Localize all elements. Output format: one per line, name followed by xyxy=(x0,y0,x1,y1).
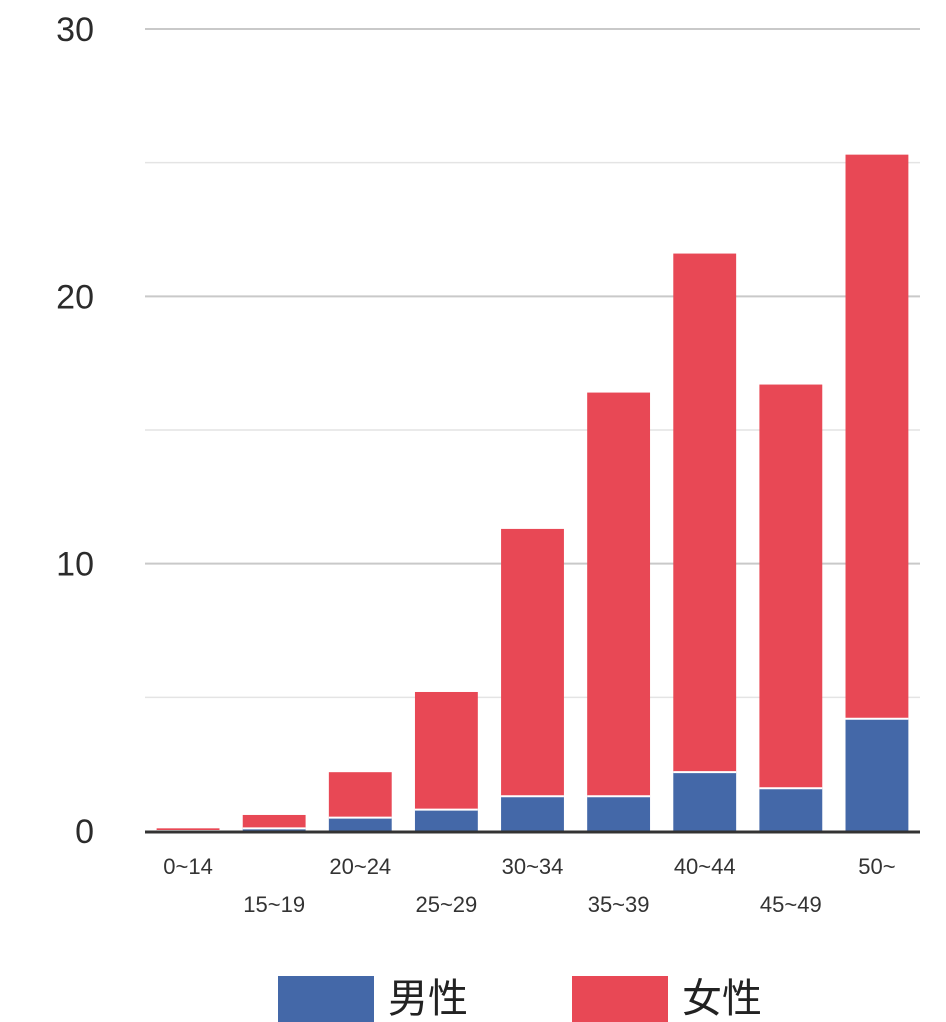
bar-segment-female xyxy=(759,384,823,789)
y-tick-label: 10 xyxy=(56,546,94,584)
legend: 男性 女性 xyxy=(0,976,946,1022)
bar-segment-male xyxy=(759,788,823,831)
legend-swatch-male xyxy=(278,976,374,1022)
gridlines xyxy=(145,28,920,699)
bar-segment-female xyxy=(501,528,564,797)
x-tick-label: 30~34 xyxy=(502,854,564,879)
bar-segment-female xyxy=(673,253,737,773)
bar-segment-female xyxy=(156,828,220,831)
legend-label-female: 女性 xyxy=(682,976,762,1022)
bar-segment-female xyxy=(242,814,306,829)
legend-swatch-female xyxy=(572,976,668,1022)
y-tick-label: 20 xyxy=(56,278,94,316)
legend-label-male: 男性 xyxy=(388,976,468,1022)
bar-segment-female xyxy=(845,154,909,719)
x-tick-label: 45~49 xyxy=(760,892,822,917)
x-tick-label: 35~39 xyxy=(588,892,650,917)
y-tick-label: 30 xyxy=(56,11,94,49)
bars xyxy=(156,154,909,832)
y-axis-ticks: 0 10 20 30 xyxy=(56,11,94,851)
x-tick-label: 15~19 xyxy=(243,892,305,917)
legend-item-female: 女性 xyxy=(572,976,762,1022)
x-axis-ticks: 0~14 15~19 20~24 25~29 30~34 35~39 40~44 45~49 5… xyxy=(163,854,895,917)
bar-segment-male xyxy=(501,796,564,831)
bar-segment-female xyxy=(414,691,478,810)
legend-item-male: 男性 xyxy=(278,976,468,1022)
bar-segment-male xyxy=(242,828,306,831)
x-tick-label: 20~24 xyxy=(329,854,391,879)
x-tick-label: 0~14 xyxy=(163,854,213,879)
x-tick-label: 40~44 xyxy=(674,854,736,879)
x-tick-label: 25~29 xyxy=(415,892,477,917)
bar-segment-female xyxy=(328,772,392,818)
stacked-bar-chart: 0 10 20 30 0~14 15~19 20~24 25~29 30~34 35~39 40~… xyxy=(56,11,920,917)
x-tick-label: 50~ xyxy=(858,854,895,879)
bar-segment-male xyxy=(328,817,392,831)
bar-segment-male xyxy=(414,809,478,831)
y-tick-label: 0 xyxy=(75,813,94,851)
bar-segment-female xyxy=(587,392,651,797)
bar-segment-male xyxy=(845,718,909,831)
bar-segment-male xyxy=(673,772,737,831)
bar-segment-male xyxy=(587,796,651,831)
